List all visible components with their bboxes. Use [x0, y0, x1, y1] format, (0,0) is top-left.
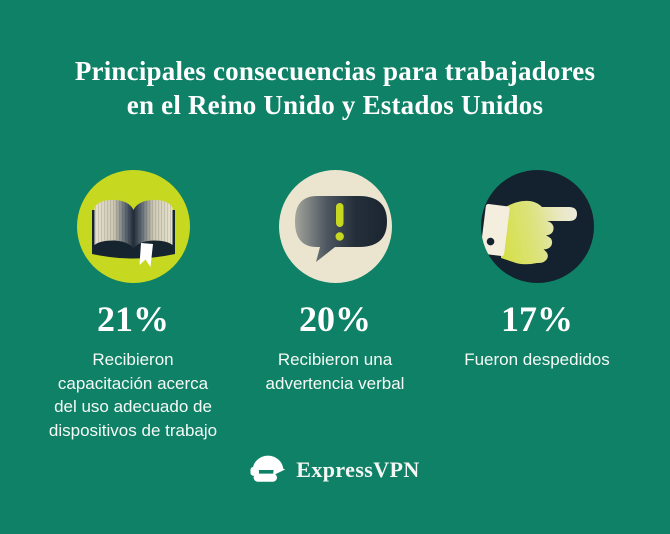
stat-label-line: capacitación acerca — [57, 373, 209, 393]
stat-percent: 17% — [501, 299, 573, 339]
stat-label-line: dispositivos de trabajo — [48, 420, 218, 440]
stat-label: Fueron despedidos — [464, 348, 610, 372]
stat-label-line: Recibieron una — [277, 350, 393, 369]
stat-label-line: Fueron despedidos — [464, 350, 610, 369]
open-book-icon — [76, 170, 190, 283]
stat-label-line: advertencia verbal — [265, 373, 405, 393]
page-title-line-2: en el Reino Unido y Estados Unidos — [126, 90, 544, 120]
pointing-hand-icon — [480, 170, 594, 283]
stat-column-training: 21% Recibieron capacitación acerca del u… — [32, 170, 234, 442]
speech-bubble-exclamation-icon — [278, 170, 392, 283]
stat-column-verbal-warning: 20% Recibieron una advertencia verbal — [234, 170, 436, 442]
brand-name: ExpressVPN — [296, 457, 420, 482]
brand-footer: ExpressVPN — [0, 452, 670, 488]
expressvpn-logo-icon — [250, 455, 286, 482]
stats-row: 21% Recibieron capacitación acerca del u… — [0, 170, 670, 442]
stat-column-fired: 17% Fueron despedidos — [436, 170, 638, 442]
stat-label: Recibieron una advertencia verbal — [266, 348, 405, 395]
stat-label-line: Recibieron — [92, 350, 174, 369]
stat-label-line: del uso adecuado de — [54, 397, 212, 416]
stat-label: Recibieron capacitación acerca del uso a… — [49, 348, 217, 442]
page-title-line-1: Principales consecuencias para trabajado… — [74, 56, 596, 86]
page-title: Principales consecuencias para trabajado… — [0, 54, 670, 122]
stat-percent: 20% — [299, 299, 371, 339]
stat-percent: 21% — [97, 299, 169, 339]
